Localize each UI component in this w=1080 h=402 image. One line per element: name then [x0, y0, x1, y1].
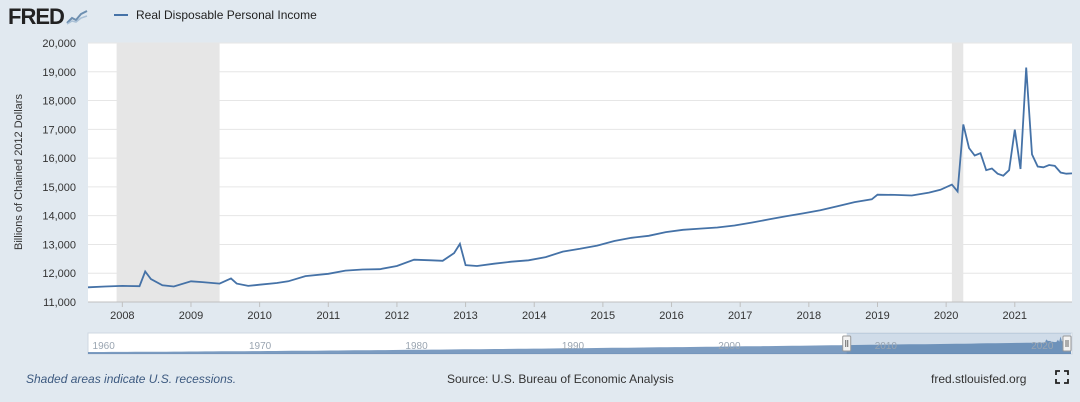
x-tick-label: 2015 — [591, 310, 615, 322]
y-tick-label: 17,000 — [42, 124, 76, 136]
recession-note: Shaded areas indicate U.S. recessions. — [26, 372, 237, 386]
x-tick-label: 2011 — [316, 310, 340, 322]
y-tick-label: 13,000 — [42, 239, 76, 251]
navigator-year-label: 2010 — [875, 341, 898, 352]
navigator-selected-range[interactable] — [846, 333, 1071, 354]
x-axis-ticks: 2008 2009 2010 2011 2012 2013 2014 2015 2016 2017… — [88, 301, 1072, 322]
x-tick-label: 2014 — [522, 310, 546, 322]
x-tick-label: 2019 — [865, 310, 889, 322]
fred-chart-icon — [66, 10, 88, 25]
navigator-right-handle[interactable] — [1062, 335, 1072, 352]
navigator-series-area — [88, 336, 1071, 354]
series-line-real-disposable-personal-income[interactable] — [87, 67, 1073, 289]
y-axis-ticks: 11,000 12,000 13,000 14,000 15,000 16,000 17,0… — [42, 38, 76, 309]
navigator-year-label: 2000 — [718, 341, 741, 352]
logo-text: FRED — [8, 4, 65, 29]
y-tick-label: 15,000 — [42, 182, 76, 194]
recession-band — [951, 43, 964, 302]
navigator-year-labels: 1960 1970 1980 1990 2000 2010 2020 — [93, 341, 1054, 352]
navigator-left-handle[interactable] — [842, 335, 852, 352]
handle-grip — [842, 335, 852, 352]
y-axis-title: Billions of Chained 2012 Dollars — [13, 94, 25, 250]
x-tick-label: 2016 — [659, 310, 683, 322]
chart[interactable]: 11,000 12,000 13,000 14,000 15,000 16,000 17,0… — [0, 0, 1080, 366]
legend-label: Real Disposable Personal Income — [136, 8, 317, 22]
navigator-year-label: 1960 — [93, 341, 116, 352]
y-tick-label: 12,000 — [42, 268, 76, 280]
y-tick-label: 20,000 — [42, 38, 76, 50]
x-tick-label: 2013 — [453, 310, 477, 322]
y-tick-label: 19,000 — [42, 67, 76, 79]
plot-area — [88, 43, 1072, 302]
y-tick-label: 18,000 — [42, 96, 76, 108]
source-text: Source: U.S. Bureau of Economic Analysis — [447, 372, 674, 386]
recession-bands — [116, 43, 964, 302]
y-tick-label: 11,000 — [43, 297, 76, 309]
chart-footer: Shaded areas indicate U.S. recessions. S… — [0, 366, 1080, 394]
y-tick-label: 14,000 — [42, 211, 76, 223]
x-tick-label: 2008 — [110, 310, 134, 322]
navigator-year-label: 1990 — [562, 341, 585, 352]
navigator-year-label: 1980 — [405, 341, 428, 352]
legend-swatch — [114, 14, 128, 16]
x-tick-label: 2017 — [728, 310, 752, 322]
fullscreen-icon[interactable] — [1055, 370, 1069, 384]
y-tick-label: 16,000 — [42, 153, 76, 165]
x-tick-label: 2010 — [247, 310, 271, 322]
x-tick-label: 2021 — [1003, 310, 1027, 322]
site-link[interactable]: fred.stlouisfed.org — [931, 372, 1027, 386]
navigator-year-label: 1970 — [249, 341, 272, 352]
handle-grip — [1062, 335, 1072, 352]
x-tick-label: 2018 — [797, 310, 821, 322]
x-tick-label: 2009 — [179, 310, 203, 322]
navigator-year-label: 2020 — [1031, 341, 1054, 352]
x-tick-label: 2012 — [385, 310, 409, 322]
x-tick-label: 2020 — [934, 310, 958, 322]
fred-logo: FRED — [8, 4, 88, 30]
navigator[interactable]: 1960 1970 1980 1990 2000 2010 2020 — [87, 332, 1073, 355]
recession-band — [116, 43, 220, 302]
chart-legend[interactable]: Real Disposable Personal Income — [114, 8, 317, 22]
